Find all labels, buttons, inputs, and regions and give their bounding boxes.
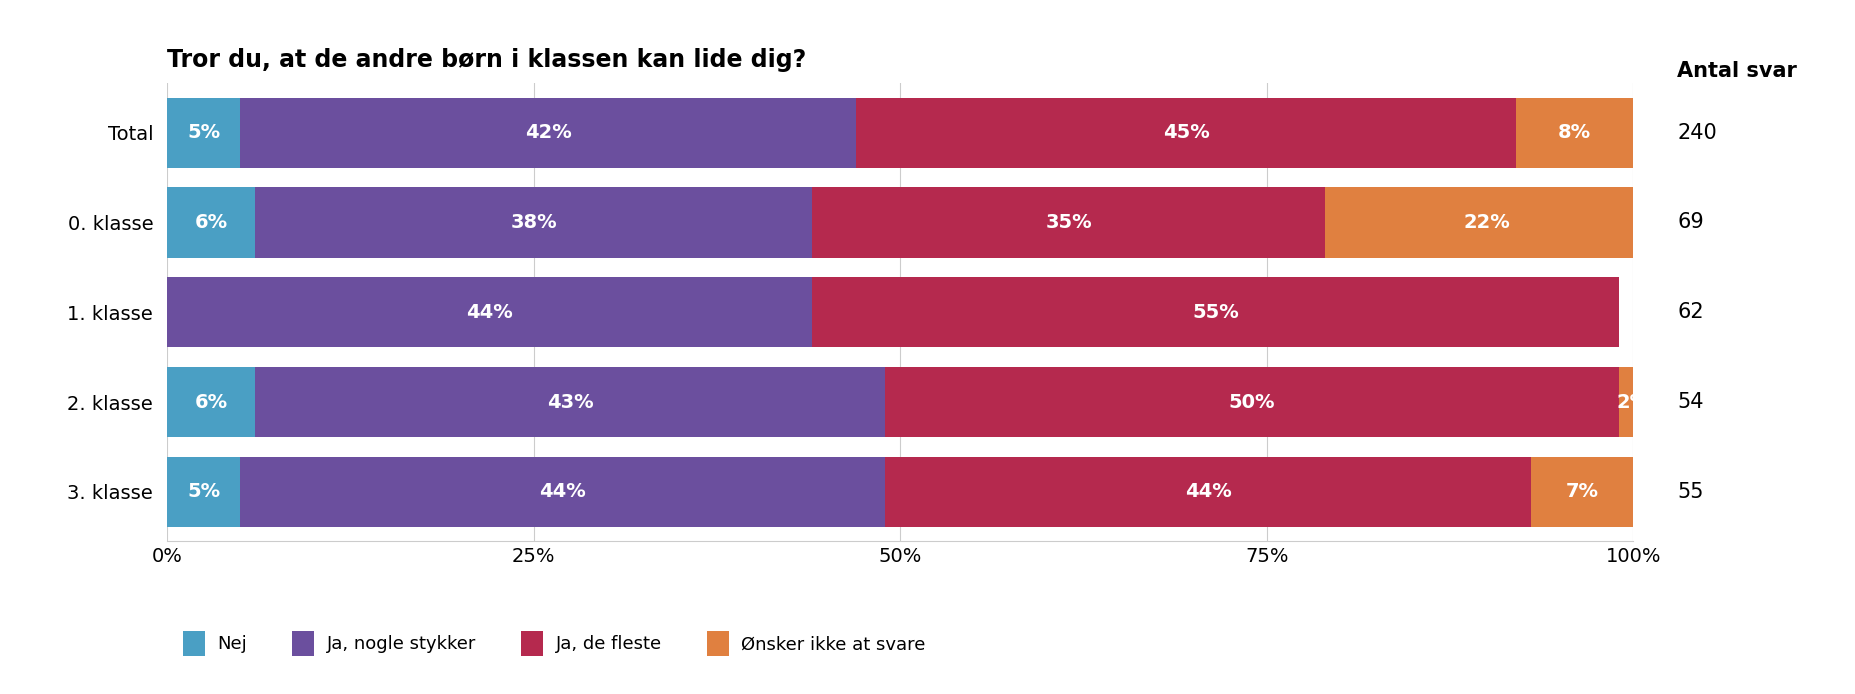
Bar (167, 187, 254, 257)
Bar (1618, 367, 1647, 437)
Text: 43%: 43% (547, 393, 594, 412)
Text: 240: 240 (1677, 123, 1716, 143)
Bar (241, 457, 885, 527)
Text: 69: 69 (1677, 212, 1703, 232)
Text: 38%: 38% (510, 213, 556, 232)
Bar (885, 367, 1618, 437)
Text: 42%: 42% (525, 123, 571, 142)
Text: 45%: 45% (1161, 123, 1209, 142)
Text: 5%: 5% (187, 123, 221, 142)
Text: Tror du, at de andre børn i klassen kan lide dig?: Tror du, at de andre børn i klassen kan … (167, 48, 805, 71)
Text: 35%: 35% (1044, 213, 1091, 232)
Bar (855, 98, 1516, 168)
Text: 5%: 5% (187, 482, 221, 502)
Text: 44%: 44% (540, 482, 586, 502)
Text: Antal svar: Antal svar (1677, 60, 1796, 81)
Text: 44%: 44% (1183, 482, 1230, 502)
Text: 2%: 2% (1616, 393, 1649, 412)
Text: 55: 55 (1677, 482, 1703, 502)
Text: 50%: 50% (1228, 393, 1274, 412)
Text: 6%: 6% (195, 213, 228, 232)
Bar (167, 278, 812, 347)
Bar (167, 367, 254, 437)
Legend: Nej, Ja, nogle stykker, Ja, de fleste, Ønsker ikke at svare: Nej, Ja, nogle stykker, Ja, de fleste, Ø… (176, 624, 933, 663)
Text: 6%: 6% (195, 393, 228, 412)
Bar (254, 367, 885, 437)
Bar (1530, 457, 1632, 527)
Bar (241, 98, 855, 168)
Bar (167, 457, 241, 527)
Bar (1324, 187, 1647, 257)
Text: 55%: 55% (1191, 303, 1237, 322)
Bar (167, 98, 241, 168)
Text: 62: 62 (1677, 303, 1703, 322)
Bar (254, 187, 812, 257)
Text: 8%: 8% (1556, 123, 1590, 142)
Bar (812, 187, 1324, 257)
Bar (885, 457, 1530, 527)
Text: 44%: 44% (466, 303, 512, 322)
Bar (1516, 98, 1632, 168)
Bar (812, 278, 1618, 347)
Text: 54: 54 (1677, 392, 1703, 412)
Text: 22%: 22% (1462, 213, 1510, 232)
Text: 7%: 7% (1564, 482, 1597, 502)
